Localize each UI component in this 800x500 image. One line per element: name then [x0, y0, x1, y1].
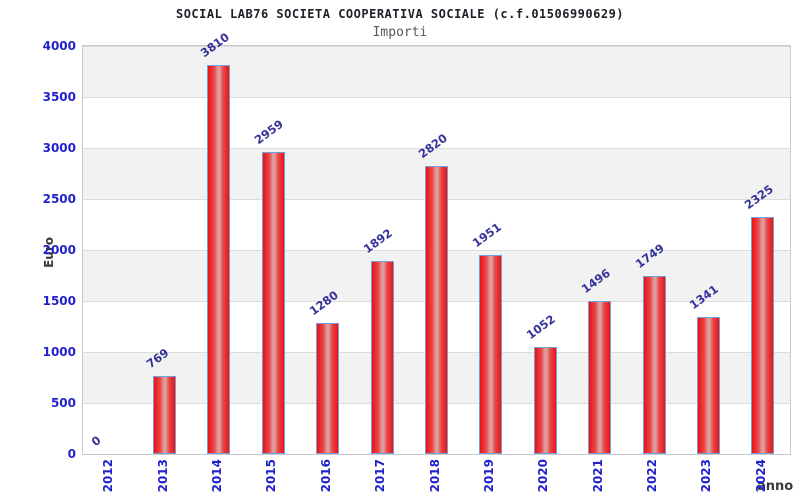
- bar-2019: [479, 255, 503, 454]
- x-tick-label: 2012: [101, 459, 116, 493]
- x-tick-label: 2023: [699, 459, 714, 493]
- y-tick-label: 1000: [42, 345, 76, 359]
- bar-value-label: 2959: [252, 116, 287, 147]
- bar-value-label: 1341: [687, 281, 722, 312]
- x-tick-label: 2013: [155, 459, 170, 493]
- bar-value-label: 0: [88, 432, 104, 449]
- y-tick-label: 2000: [42, 243, 76, 257]
- x-tick-label: 2016: [318, 459, 333, 493]
- y-tick-label: 0: [67, 447, 76, 461]
- bar-value-label: 2325: [741, 181, 776, 212]
- bar-2013: [153, 376, 177, 454]
- x-tick-label: 2014: [209, 459, 224, 493]
- y-tick-label: 4000: [42, 39, 76, 53]
- x-tick-label: 2017: [373, 459, 388, 493]
- bar-value-label: 1496: [578, 265, 613, 296]
- x-tick-label: 2015: [264, 459, 279, 493]
- bar-2022: [642, 276, 666, 454]
- bar-value-label: 1951: [469, 219, 504, 250]
- y-tick-label: 3500: [42, 90, 76, 104]
- y-tick-label: 1500: [42, 294, 76, 308]
- bar-value-label: 1749: [632, 240, 667, 271]
- bar-value-label: 1280: [306, 287, 341, 318]
- bar-2016: [316, 323, 340, 454]
- bar-value-label: 2820: [415, 130, 450, 161]
- x-tick-label: 2024: [753, 459, 768, 493]
- chart-subtitle: Importi: [372, 25, 428, 40]
- bar-value-label: 1892: [360, 225, 396, 256]
- bar-2017: [370, 261, 394, 454]
- bar-2023: [696, 317, 720, 454]
- y-tick-label: 500: [50, 396, 76, 410]
- x-tick-label: 2020: [536, 459, 551, 493]
- x-tick-label: 2018: [427, 459, 442, 493]
- bar-2024: [751, 217, 775, 454]
- plot-area: 0 769 3810 2959 1280 1892 2820 1951 1052 1496 1749…: [82, 30, 791, 455]
- bar-2021: [588, 301, 612, 454]
- y-tick-label: 2500: [42, 192, 76, 206]
- bar-2020: [533, 347, 557, 454]
- bar-value-label: 1052: [524, 311, 559, 342]
- bar-2014: [207, 65, 231, 454]
- x-tick-label: 2022: [645, 459, 660, 493]
- x-axis-title: anno: [757, 479, 794, 494]
- chart-title: SOCIAL LAB76 SOCIETA COOPERATIVA SOCIALE…: [175, 7, 625, 21]
- bar-2018: [425, 166, 448, 454]
- x-tick-label: 2021: [590, 459, 605, 493]
- bar-value-label: 769: [143, 345, 171, 371]
- bar-2015: [261, 152, 285, 454]
- x-tick-label: 2019: [481, 459, 496, 493]
- y-tick-label: 3000: [42, 141, 76, 155]
